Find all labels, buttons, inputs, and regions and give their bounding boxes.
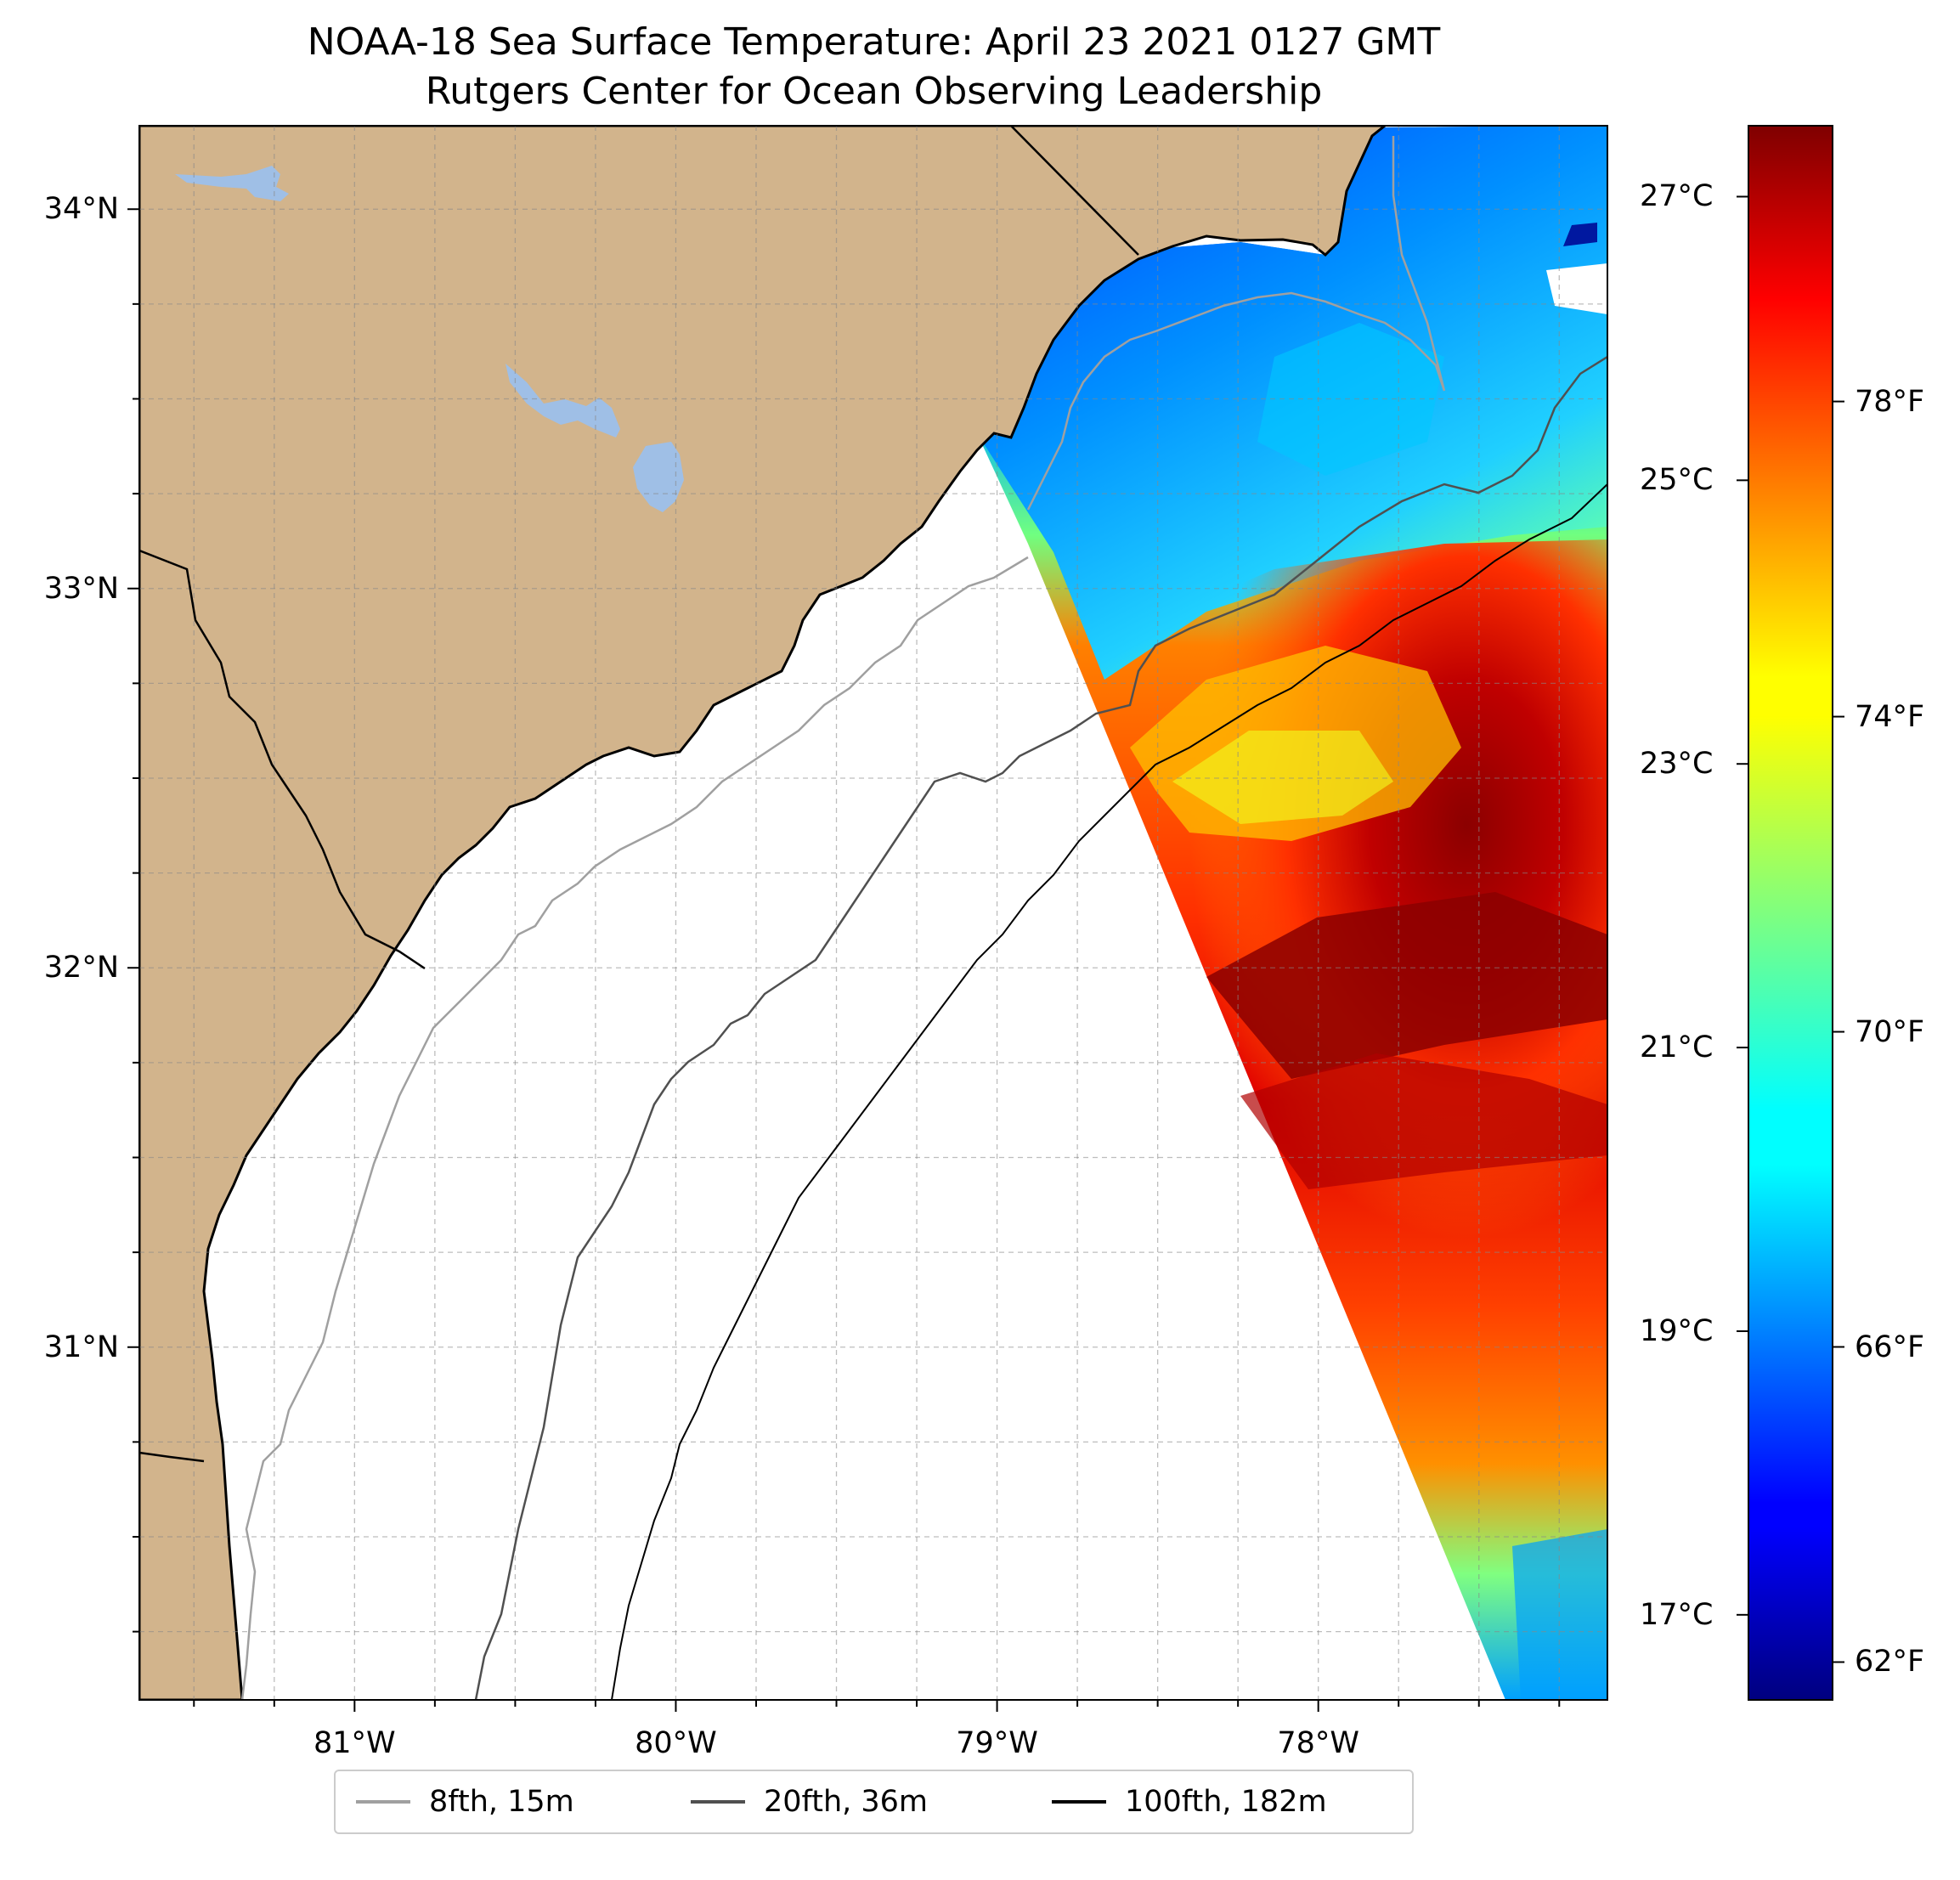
legend-line-20fth (691, 1800, 745, 1804)
lon-label: 79°W (956, 1726, 1038, 1760)
legend-item-20fth: 20fth, 36m (691, 1771, 928, 1832)
lake-moultrie (633, 442, 684, 512)
graticule (139, 126, 1607, 1700)
axis-ticks (127, 208, 1561, 1712)
isobath-100fth (611, 483, 1607, 1700)
lat-label: 31°N (43, 1330, 119, 1364)
fahrenheit-label: 74°F (1855, 699, 1925, 734)
map-area (139, 126, 1607, 1700)
isobath-20fth (474, 355, 1607, 1700)
celsius-label: 19°C (1640, 1313, 1714, 1348)
fahrenheit-label: 62°F (1855, 1645, 1925, 1680)
colorbar (1737, 125, 1844, 1701)
lat-label: 33°N (43, 571, 119, 606)
celsius-label: 21°C (1640, 1030, 1714, 1065)
state-border (139, 126, 1139, 1463)
colorbar-gradient (1748, 125, 1833, 1701)
colorbar-ticks (1737, 195, 1844, 1663)
celsius-label: 23°C (1640, 747, 1714, 782)
isobath-8fth (240, 556, 1029, 1700)
lon-label: 81°W (313, 1726, 396, 1760)
lat-label: 32°N (43, 951, 119, 985)
legend-item-8fth: 8fth, 15m (356, 1771, 574, 1832)
celsius-label: 17°C (1640, 1597, 1714, 1632)
lat-label: 34°N (43, 192, 119, 227)
legend-label-8fth: 8fth, 15m (429, 1785, 574, 1819)
lake-north (175, 166, 289, 201)
land (139, 126, 1387, 1700)
map-frame (138, 125, 1608, 1701)
figure-title: NOAA-18 Sea Surface Temperature: April 2… (307, 20, 1441, 64)
celsius-label: 27°C (1640, 179, 1714, 214)
celsius-label: 25°C (1640, 463, 1714, 498)
legend-line-100fth (1052, 1800, 1106, 1804)
legend: 8fth, 15m 20fth, 36m 100fth, 182m (334, 1770, 1414, 1834)
figure-subtitle: Rutgers Center for Ocean Observing Leade… (425, 70, 1323, 113)
fahrenheit-label: 70°F (1855, 1014, 1925, 1049)
legend-item-100fth: 100fth, 182m (1052, 1771, 1327, 1832)
legend-line-8fth (356, 1800, 410, 1804)
lake-marion (506, 364, 620, 438)
isobath-8fth-north (1026, 136, 1446, 511)
legend-label-100fth: 100fth, 182m (1125, 1785, 1327, 1819)
fahrenheit-label: 78°F (1855, 384, 1925, 419)
lon-label: 78°W (1277, 1726, 1360, 1760)
fahrenheit-label: 66°F (1855, 1330, 1925, 1364)
lon-label: 80°W (635, 1726, 717, 1760)
legend-label-20fth: 20fth, 36m (764, 1785, 929, 1819)
sst-swath (977, 126, 1607, 1700)
